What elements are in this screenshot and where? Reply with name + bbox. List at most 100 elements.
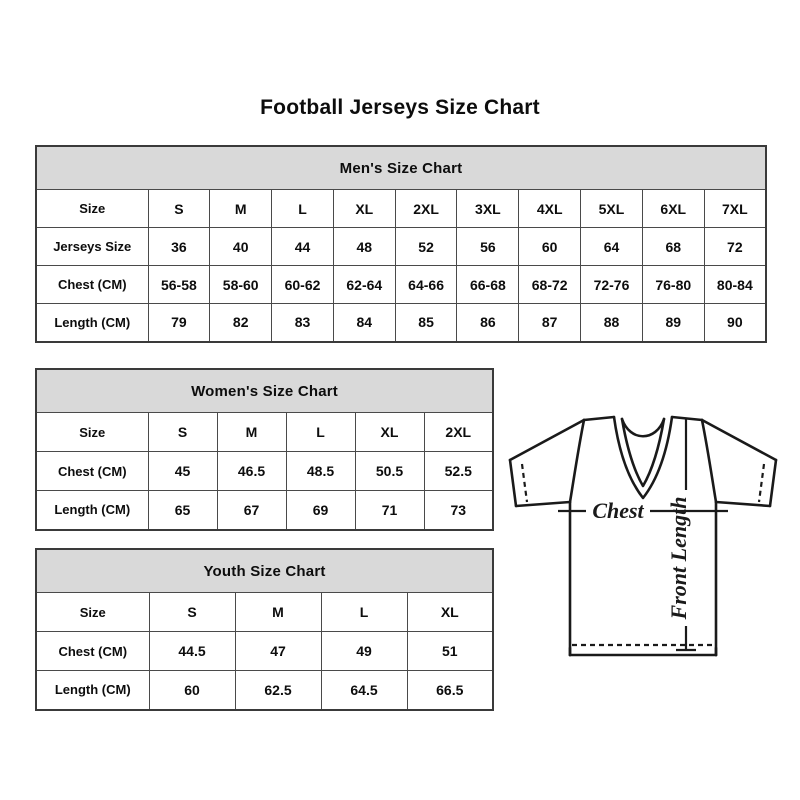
- youth-header-l: L: [320, 592, 408, 632]
- mens-header-5xl: 5XL: [580, 189, 643, 228]
- table-cell: 50.5: [354, 451, 425, 491]
- womens-row-label: Length (CM): [35, 490, 149, 530]
- table-row: Chest (CM) 56-58 58-60 60-62 62-64 64-66…: [35, 265, 767, 304]
- table-cell: 90: [703, 303, 767, 342]
- table-cell: 88: [580, 303, 643, 342]
- youth-header-row: Size S M L XL: [35, 592, 494, 632]
- table-cell: 60-62: [271, 265, 334, 304]
- womens-header-l: L: [285, 412, 356, 452]
- table-cell: 47: [234, 631, 322, 671]
- womens-header-m: M: [216, 412, 287, 452]
- mens-header-2xl: 2XL: [394, 189, 458, 228]
- youth-table-title: Youth Size Chart: [35, 548, 494, 593]
- table-cell: 65: [147, 490, 218, 530]
- youth-header-xl: XL: [406, 592, 494, 632]
- womens-table-band-row: Women's Size Chart: [35, 368, 494, 413]
- womens-header-2xl: 2XL: [423, 412, 494, 452]
- v-neck-inner-collar: [620, 417, 666, 488]
- jersey-measurement-diagram: Chest Front Length: [498, 398, 788, 698]
- womens-size-table: Women's Size Chart Size S M L XL 2XL Che…: [35, 368, 495, 531]
- table-cell: 58-60: [209, 265, 273, 304]
- table-cell: 69: [285, 490, 356, 530]
- table-cell: 68: [641, 227, 705, 266]
- right-cuff-edge: [768, 458, 778, 508]
- table-cell: 46.5: [216, 451, 287, 491]
- table-row: Chest (CM) 44.5 47 49 51: [35, 631, 494, 671]
- table-cell: 44.5: [148, 631, 236, 671]
- table-row: Length (CM) 60 62.5 64.5 66.5: [35, 670, 494, 710]
- womens-row-label: Chest (CM): [35, 451, 149, 491]
- mens-header-m: M: [209, 189, 273, 228]
- table-cell: 51: [406, 631, 494, 671]
- youth-size-table: Youth Size Chart Size S M L XL Chest (CM…: [35, 548, 495, 711]
- table-cell: 64-66: [394, 265, 458, 304]
- mens-header-s: S: [147, 189, 211, 228]
- table-cell: 62-64: [332, 265, 396, 304]
- youth-header-m: M: [234, 592, 322, 632]
- table-cell: 83: [271, 303, 334, 342]
- table-cell: 87: [518, 303, 582, 342]
- table-cell: 49: [320, 631, 408, 671]
- table-cell: 52: [394, 227, 458, 266]
- table-cell: 76-80: [641, 265, 705, 304]
- mens-header-7xl: 7XL: [703, 189, 767, 228]
- table-cell: 52.5: [423, 451, 494, 491]
- mens-header-3xl: 3XL: [456, 189, 520, 228]
- table-row: Jerseys Size 36 40 44 48 52 56 60 64 68 …: [35, 227, 767, 266]
- mens-size-table: Men's Size Chart Size S M L XL 2XL 3XL 4…: [35, 145, 767, 343]
- table-cell: 85: [394, 303, 458, 342]
- youth-table-band-row: Youth Size Chart: [35, 548, 494, 593]
- table-cell: 72-76: [580, 265, 643, 304]
- youth-row-label: Chest (CM): [35, 631, 150, 671]
- table-row: Length (CM) 65 67 69 71 73: [35, 490, 494, 530]
- right-armhole-seam: [700, 418, 718, 504]
- table-cell: 68-72: [518, 265, 582, 304]
- mens-header-l: L: [271, 189, 334, 228]
- right-sleeve-top-edge: [700, 418, 778, 462]
- left-sleeve-top-edge: [508, 418, 586, 462]
- table-cell: 62.5: [234, 670, 322, 710]
- womens-header-size: Size: [35, 412, 149, 452]
- table-cell: 86: [456, 303, 520, 342]
- table-cell: 45: [147, 451, 218, 491]
- left-sleeve-bottom-edge: [514, 500, 572, 508]
- page-title: Football Jerseys Size Chart: [260, 96, 540, 119]
- table-cell: 82: [209, 303, 273, 342]
- table-cell: 84: [332, 303, 396, 342]
- mens-header-xl: XL: [332, 189, 396, 228]
- table-cell: 48.5: [285, 451, 356, 491]
- table-cell: 66-68: [456, 265, 520, 304]
- table-cell: 36: [147, 227, 211, 266]
- mens-table-title: Men's Size Chart: [35, 145, 767, 190]
- table-cell: 64: [580, 227, 643, 266]
- table-cell: 56-58: [147, 265, 211, 304]
- table-cell: 44: [271, 227, 334, 266]
- chest-label: Chest: [592, 498, 644, 523]
- table-cell: 60: [148, 670, 236, 710]
- table-cell: 60: [518, 227, 582, 266]
- table-cell: 67: [216, 490, 287, 530]
- table-cell: 73: [423, 490, 494, 530]
- mens-header-4xl: 4XL: [518, 189, 582, 228]
- womens-header-s: S: [147, 412, 218, 452]
- table-row: Length (CM) 79 82 83 84 85 86 87 88 89 9…: [35, 303, 767, 342]
- left-armhole-seam: [568, 418, 586, 504]
- left-cuff-stitch-dashed: [520, 463, 529, 503]
- v-neck-outer-collar: [612, 415, 674, 500]
- mens-row-label: Jerseys Size: [35, 227, 149, 266]
- table-cell: 80-84: [703, 265, 767, 304]
- mens-header-6xl: 6XL: [641, 189, 705, 228]
- table-cell: 66.5: [406, 670, 494, 710]
- mens-row-label: Chest (CM): [35, 265, 149, 304]
- left-cuff-edge: [508, 458, 518, 508]
- table-cell: 48: [332, 227, 396, 266]
- table-cell: 72: [703, 227, 767, 266]
- table-row: Chest (CM) 45 46.5 48.5 50.5 52.5: [35, 451, 494, 491]
- table-cell: 71: [354, 490, 425, 530]
- mens-header-row: Size S M L XL 2XL 3XL 4XL 5XL 6XL 7XL: [35, 189, 767, 228]
- table-cell: 56: [456, 227, 520, 266]
- youth-header-size: Size: [35, 592, 150, 632]
- left-shoulder-line: [582, 415, 616, 422]
- right-cuff-stitch-dashed: [757, 463, 766, 503]
- youth-row-label: Length (CM): [35, 670, 150, 710]
